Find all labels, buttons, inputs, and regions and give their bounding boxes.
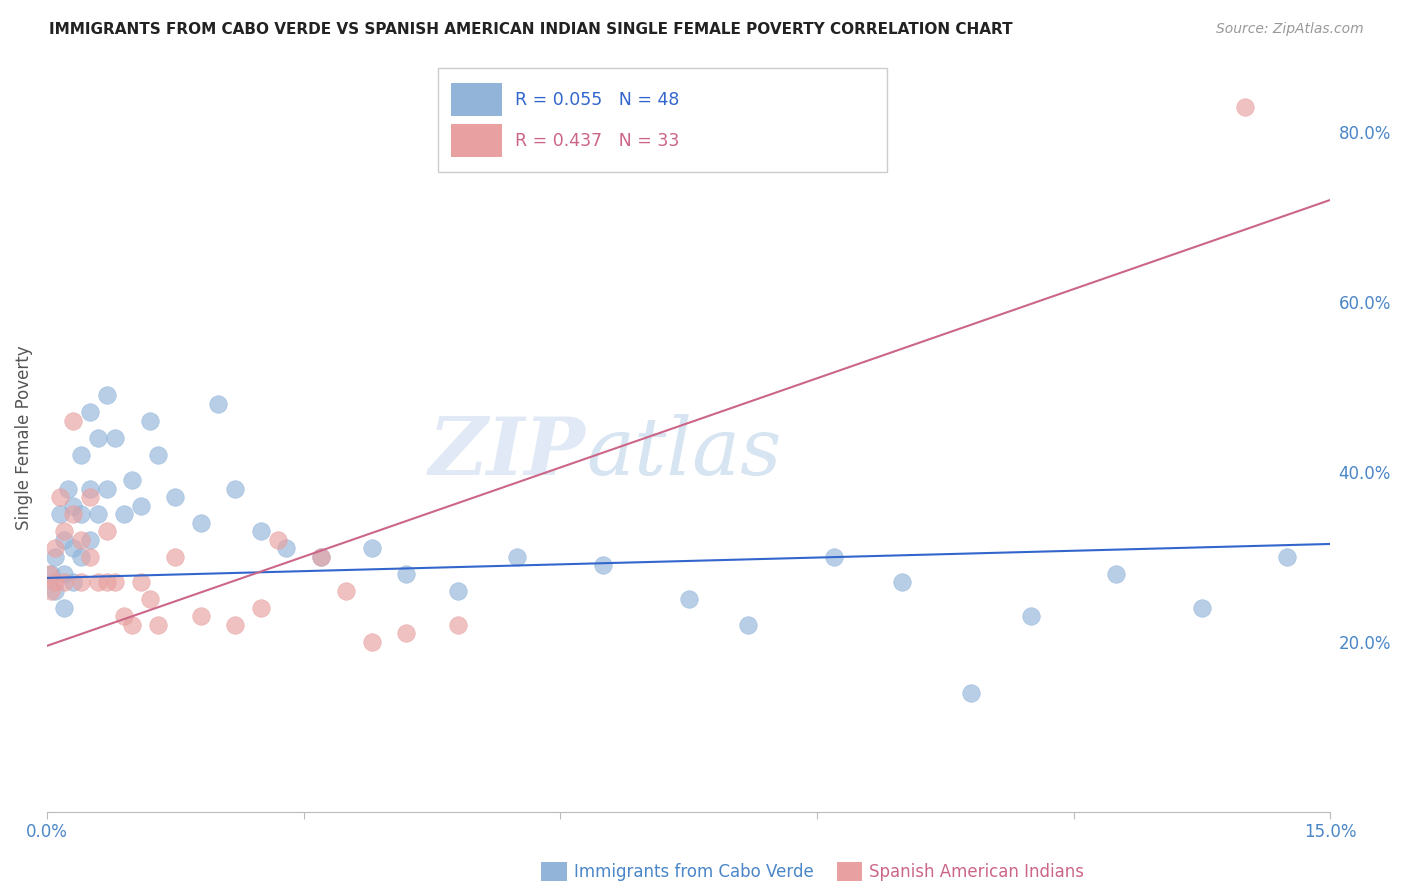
Point	[70, 507, 93, 521]
Point	[79, 482, 101, 496]
Point	[960, 685, 983, 699]
Point	[53, 575, 76, 590]
Point	[121, 617, 143, 632]
Y-axis label: Single Female Poverty: Single Female Poverty	[15, 345, 32, 530]
Point	[165, 549, 187, 564]
Point	[165, 490, 187, 504]
Point	[335, 583, 357, 598]
Point	[129, 499, 152, 513]
Point	[87, 431, 110, 445]
Point	[129, 575, 152, 590]
Point	[446, 583, 468, 598]
Point	[395, 566, 418, 581]
Point	[53, 524, 76, 539]
Point	[146, 617, 169, 632]
Point	[737, 617, 759, 632]
Point	[79, 549, 101, 564]
Point	[79, 490, 101, 504]
Point	[138, 592, 160, 607]
FancyBboxPatch shape	[451, 124, 502, 158]
Point	[249, 524, 271, 539]
Point	[1105, 566, 1128, 581]
Point	[823, 549, 845, 564]
Point	[70, 549, 93, 564]
Point	[190, 609, 212, 624]
Point	[62, 507, 84, 521]
Point	[79, 405, 101, 419]
Point	[112, 609, 135, 624]
Point	[96, 575, 118, 590]
Text: IMMIGRANTS FROM CABO VERDE VS SPANISH AMERICAN INDIAN SINGLE FEMALE POVERTY CORR: IMMIGRANTS FROM CABO VERDE VS SPANISH AM…	[49, 22, 1012, 37]
Point	[44, 583, 66, 598]
Point	[70, 575, 93, 590]
Point	[44, 575, 66, 590]
Point	[87, 575, 110, 590]
Point	[44, 541, 66, 556]
Point	[224, 617, 246, 632]
Text: atlas: atlas	[586, 414, 782, 491]
Point	[39, 566, 62, 581]
Text: Immigrants from Cabo Verde: Immigrants from Cabo Verde	[574, 863, 814, 881]
Point	[44, 549, 66, 564]
Point	[38, 566, 60, 581]
Point	[309, 549, 332, 564]
Point	[79, 533, 101, 547]
Text: ZIP: ZIP	[429, 414, 586, 491]
Point	[138, 414, 160, 428]
Point	[190, 516, 212, 530]
Point	[1191, 600, 1213, 615]
Point	[506, 549, 529, 564]
Point	[267, 533, 290, 547]
Text: Source: ZipAtlas.com: Source: ZipAtlas.com	[1216, 22, 1364, 37]
Point	[70, 448, 93, 462]
Point	[361, 541, 384, 556]
Point	[446, 617, 468, 632]
Point	[96, 388, 118, 402]
Point	[58, 482, 80, 496]
Text: R = 0.055   N = 48: R = 0.055 N = 48	[515, 91, 679, 109]
Point	[87, 507, 110, 521]
Point	[592, 558, 614, 573]
Point	[48, 507, 70, 521]
Point	[361, 634, 384, 648]
FancyBboxPatch shape	[451, 83, 502, 116]
Point	[53, 533, 76, 547]
Point	[249, 600, 271, 615]
Point	[62, 541, 84, 556]
Point	[112, 507, 135, 521]
Point	[121, 473, 143, 487]
Point	[395, 626, 418, 640]
Point	[276, 541, 298, 556]
Point	[104, 575, 127, 590]
Point	[1233, 99, 1256, 113]
Point	[678, 592, 700, 607]
Point	[96, 524, 118, 539]
Point	[309, 549, 332, 564]
Text: R = 0.437   N = 33: R = 0.437 N = 33	[515, 132, 679, 150]
Point	[1019, 609, 1042, 624]
Point	[1277, 549, 1299, 564]
Point	[104, 431, 127, 445]
Point	[146, 448, 169, 462]
Point	[70, 533, 93, 547]
Point	[224, 482, 246, 496]
Point	[62, 414, 84, 428]
Point	[39, 583, 62, 598]
Point	[62, 575, 84, 590]
Point	[96, 482, 118, 496]
Point	[53, 600, 76, 615]
Text: Spanish American Indians: Spanish American Indians	[869, 863, 1084, 881]
Point	[62, 499, 84, 513]
FancyBboxPatch shape	[439, 68, 887, 172]
Point	[53, 566, 76, 581]
Point	[207, 397, 229, 411]
Point	[48, 490, 70, 504]
Point	[891, 575, 914, 590]
